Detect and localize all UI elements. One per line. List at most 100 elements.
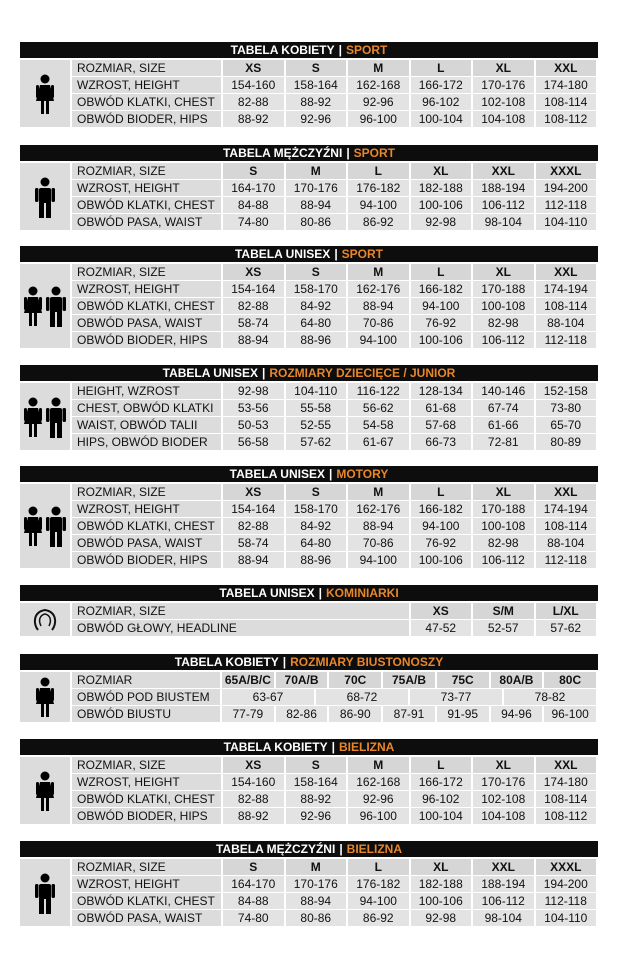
size-header: 75A/B — [383, 672, 435, 688]
size-value: 52-57 — [473, 620, 534, 636]
size-header: S — [285, 484, 346, 500]
header-label: ROZMIAR, SIZE — [72, 264, 221, 280]
size-header: XXXL — [535, 163, 596, 179]
size-value: 92-96 — [285, 111, 346, 127]
size-value: 162-168 — [348, 774, 409, 790]
row-label: OBWÓD KLATKI, CHEST — [72, 893, 221, 909]
size-header: XS — [410, 603, 471, 619]
size-value: 72-81 — [473, 434, 534, 450]
section-subtitle: KOMINIARKI — [326, 586, 399, 600]
size-value: 174-194 — [535, 501, 596, 517]
size-header: S — [285, 757, 346, 773]
size-header: S — [223, 859, 284, 875]
size-value: 158-164 — [285, 774, 346, 790]
row-label: WZROST, HEIGHT — [72, 77, 221, 93]
size-value: 74-80 — [223, 214, 284, 230]
size-header: 75C — [436, 672, 489, 688]
section-title-bar: TABELA KOBIETY | BIELIZNA — [20, 739, 598, 755]
size-value: 166-182 — [410, 501, 471, 517]
size-value: 52-55 — [285, 417, 346, 433]
size-header: S — [285, 60, 346, 76]
size-value: 88-92 — [285, 791, 346, 807]
size-value: 108-114 — [535, 298, 596, 314]
row-label: OBWÓD BIODER, HIPS — [72, 111, 221, 127]
figure-icon — [20, 859, 70, 926]
size-value: 100-106 — [410, 893, 471, 909]
row-label: OBWÓD PASA, WAIST — [72, 315, 221, 331]
size-value: 106-112 — [473, 197, 534, 213]
size-header: S — [223, 163, 284, 179]
size-value: 162-176 — [348, 501, 409, 517]
size-value: 92-96 — [285, 808, 346, 824]
section-subtitle: BIELIZNA — [346, 842, 403, 856]
size-value: 158-164 — [285, 77, 346, 93]
size-value: 194-200 — [535, 180, 596, 196]
size-value: 84-88 — [223, 893, 284, 909]
size-header: XL — [473, 757, 534, 773]
section-subtitle: MOTORY — [336, 467, 389, 481]
size-value: 162-168 — [348, 77, 409, 93]
section-title-bar: TABELA KOBIETY | ROZMIARY BIUSTONOSZY — [20, 654, 598, 670]
section-title: TABELA MĘŻCZYŹNI — [215, 842, 336, 856]
size-value: 82-86 — [275, 706, 328, 722]
size-value: 82-88 — [223, 94, 284, 110]
size-value: 88-94 — [285, 893, 346, 909]
size-header: 65A/B/C — [222, 672, 274, 688]
section-subtitle: SPORT — [353, 146, 396, 160]
size-value: 106-112 — [473, 893, 534, 909]
size-header: 70A/B — [275, 672, 328, 688]
size-value: 92-96 — [348, 791, 409, 807]
size-value: 82-88 — [223, 518, 284, 534]
figure-icon — [20, 672, 70, 722]
size-value: 104-110 — [535, 910, 596, 926]
size-value: 182-188 — [410, 876, 471, 892]
size-value: 106-112 — [473, 332, 534, 348]
size-header: XL — [473, 60, 534, 76]
section-subtitle: SPORT — [346, 43, 388, 57]
size-value: 73-80 — [535, 400, 596, 416]
size-header: XS — [223, 60, 284, 76]
figure-icon — [20, 484, 70, 568]
size-value: 112-118 — [535, 332, 596, 348]
size-value: 88-94 — [285, 197, 346, 213]
size-value: 108-114 — [535, 791, 596, 807]
size-value: 112-118 — [535, 197, 596, 213]
size-value: 56-62 — [348, 400, 409, 416]
row-label: OBWÓD PASA, WAIST — [72, 910, 221, 926]
size-value: 158-170 — [285, 501, 346, 517]
size-value: 182-188 — [410, 180, 471, 196]
size-value: 86-90 — [329, 706, 382, 722]
row-label: OBWÓD GŁOWY, HEADLINE — [72, 620, 409, 636]
size-value: 102-108 — [473, 94, 534, 110]
size-value: 94-100 — [348, 332, 409, 348]
size-header: XXL — [535, 484, 596, 500]
size-value: 170-176 — [473, 774, 534, 790]
size-value: 61-68 — [410, 400, 471, 416]
section-title: TABELA MĘŻCZYŹNI — [222, 146, 343, 160]
section-title-bar: TABELA UNISEX | ROZMIARY DZIECIĘCE / JUNIO… — [20, 365, 598, 381]
size-value: 84-92 — [285, 298, 346, 314]
size-value: 65-70 — [535, 417, 596, 433]
section-title: TABELA UNISEX — [162, 366, 258, 380]
header-label: ROZMIAR, SIZE — [72, 484, 221, 500]
row-label: OBWÓD KLATKI, CHEST — [72, 197, 221, 213]
title-separator: | — [261, 366, 266, 380]
header-label: ROZMIAR, SIZE — [72, 603, 409, 619]
size-header: XXL — [473, 163, 534, 179]
size-value: 154-164 — [223, 501, 284, 517]
row-label: WZROST, HEIGHT — [72, 180, 221, 196]
row-label: WAIST, OBWÓD TALII — [72, 417, 221, 433]
size-value: 91-95 — [436, 706, 489, 722]
section-title-bar: TABELA UNISEX | SPORT — [20, 246, 598, 262]
size-header: 70C — [329, 672, 382, 688]
title-separator: | — [318, 586, 323, 600]
size-value: 116-122 — [348, 383, 409, 399]
size-value: 73-77 — [410, 689, 502, 705]
row-label: OBWÓD BIUSTU — [72, 706, 220, 722]
row-label: HEIGHT, WZROST — [72, 383, 221, 399]
size-value: 94-96 — [490, 706, 543, 722]
size-value: 188-194 — [473, 876, 534, 892]
size-value: 84-88 — [223, 197, 284, 213]
size-value: 94-100 — [348, 552, 409, 568]
size-value: 170-176 — [285, 876, 346, 892]
